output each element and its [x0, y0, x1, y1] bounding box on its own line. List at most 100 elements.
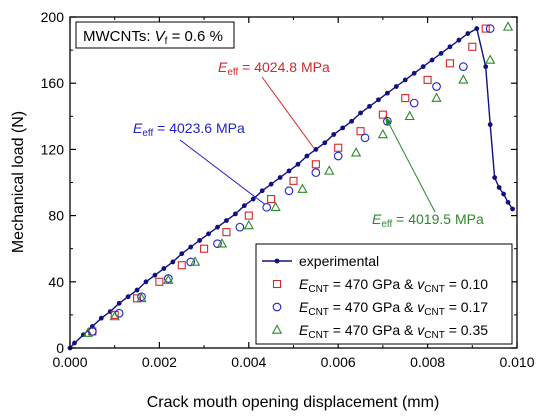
data-point — [163, 274, 174, 284]
data-point — [487, 122, 493, 127]
data-point — [409, 98, 419, 108]
info-box: MWCNTs: Vf = 0.6 % — [75, 21, 235, 49]
annotation-2: Eeff = 4023.6 MPa — [133, 120, 265, 205]
data-point — [200, 244, 209, 253]
legend-entry-4: ECNT = 470 GPa & vCNT = 0.35 — [271, 322, 488, 341]
data-point — [445, 59, 455, 68]
data-point — [268, 181, 274, 187]
data-point — [324, 165, 335, 175]
annotation-text-part: eff — [381, 219, 392, 230]
data-point — [404, 110, 415, 121]
data-point — [333, 151, 343, 161]
data-point — [402, 77, 408, 83]
legend-label: ECNT = 470 GPa & vCNT = 0.17 — [299, 299, 488, 318]
legend-label-part: = 0.35 — [445, 322, 488, 338]
info-box-var: V — [155, 28, 167, 45]
data-point — [72, 340, 77, 346]
data-point — [82, 327, 94, 337]
data-point — [286, 168, 292, 174]
x-tick-label: 0.004 — [231, 354, 266, 370]
data-point — [322, 140, 328, 146]
legend-marker — [271, 324, 283, 334]
data-point — [161, 266, 167, 271]
data-point — [358, 110, 363, 116]
legend-label-part: = 0.17 — [445, 299, 488, 315]
series-4 — [82, 21, 514, 337]
data-point — [411, 70, 417, 76]
legend-label-part: = 470 GPa & — [329, 322, 417, 338]
y-tick-label: 40 — [48, 274, 64, 290]
legend-marker — [272, 279, 282, 289]
data-point — [459, 62, 468, 72]
data-point — [496, 185, 502, 190]
data-point — [465, 31, 471, 36]
legend-label-part: CNT — [424, 330, 445, 341]
data-point — [224, 218, 229, 223]
legend-label-part: E — [299, 299, 309, 315]
legend-frame — [255, 243, 513, 345]
legend-label-part: = 470 GPa & — [329, 276, 417, 292]
data-point — [186, 257, 196, 267]
data-point — [510, 206, 515, 212]
data-point — [474, 26, 480, 31]
data-point — [206, 231, 211, 237]
data-point — [277, 175, 283, 180]
data-point — [241, 203, 247, 209]
info-box-prefix: MWCNTs: — [83, 28, 155, 45]
data-point — [401, 94, 410, 103]
data-point — [152, 272, 158, 278]
legend-marker — [272, 302, 282, 312]
data-point — [377, 128, 389, 139]
data-point — [502, 21, 514, 31]
legend-label-part: CNT — [424, 307, 445, 318]
data-point — [213, 239, 222, 249]
data-point — [360, 133, 370, 143]
annotation-arrowhead — [385, 116, 392, 126]
data-point — [393, 84, 399, 89]
x-tick-label: 0.000 — [52, 354, 87, 370]
data-point — [384, 90, 390, 96]
data-point — [356, 127, 365, 136]
legend-entry-3: ECNT = 470 GPa & vCNT = 0.17 — [272, 299, 488, 318]
data-point — [492, 175, 498, 180]
data-point — [116, 300, 122, 306]
data-point — [483, 64, 489, 70]
data-point — [197, 238, 203, 243]
legend-label-part: v — [417, 276, 425, 292]
data-point — [485, 24, 495, 33]
x-tick-label: 0.006 — [321, 354, 356, 370]
data-point — [134, 287, 140, 293]
data-point — [501, 191, 506, 197]
y-axis-title: Mechanical load (N) — [10, 111, 27, 253]
data-point — [456, 37, 462, 43]
data-point — [304, 153, 310, 159]
x-tick-label: 0.010 — [499, 354, 534, 370]
legend-label-part: = 470 GPa & — [329, 299, 417, 315]
series-1 — [67, 26, 515, 351]
data-point — [505, 199, 511, 205]
data-point — [216, 238, 228, 248]
data-point — [284, 186, 294, 196]
y-tick-label: 200 — [41, 9, 65, 25]
legend-label-part: CNT — [424, 284, 445, 295]
data-point — [431, 92, 442, 102]
data-point — [334, 143, 343, 152]
data-point — [481, 24, 490, 33]
legend-label-part: E — [299, 276, 309, 292]
data-point — [438, 51, 444, 56]
annotation-text-part: E — [218, 59, 228, 75]
info-box-sub: f — [165, 36, 168, 47]
annotation-leader — [179, 139, 265, 205]
data-point — [109, 310, 120, 321]
legend-label-part: v — [417, 322, 425, 338]
data-point — [297, 183, 308, 193]
legend-label-part: = 0.10 — [445, 276, 488, 292]
data-point — [295, 161, 301, 167]
data-point — [215, 224, 220, 230]
x-axis-title: Crack mouth opening displacement (mm) — [147, 394, 440, 411]
data-point — [87, 327, 97, 336]
annotation-leader — [261, 76, 315, 149]
data-point — [235, 222, 245, 232]
data-point — [458, 74, 469, 84]
